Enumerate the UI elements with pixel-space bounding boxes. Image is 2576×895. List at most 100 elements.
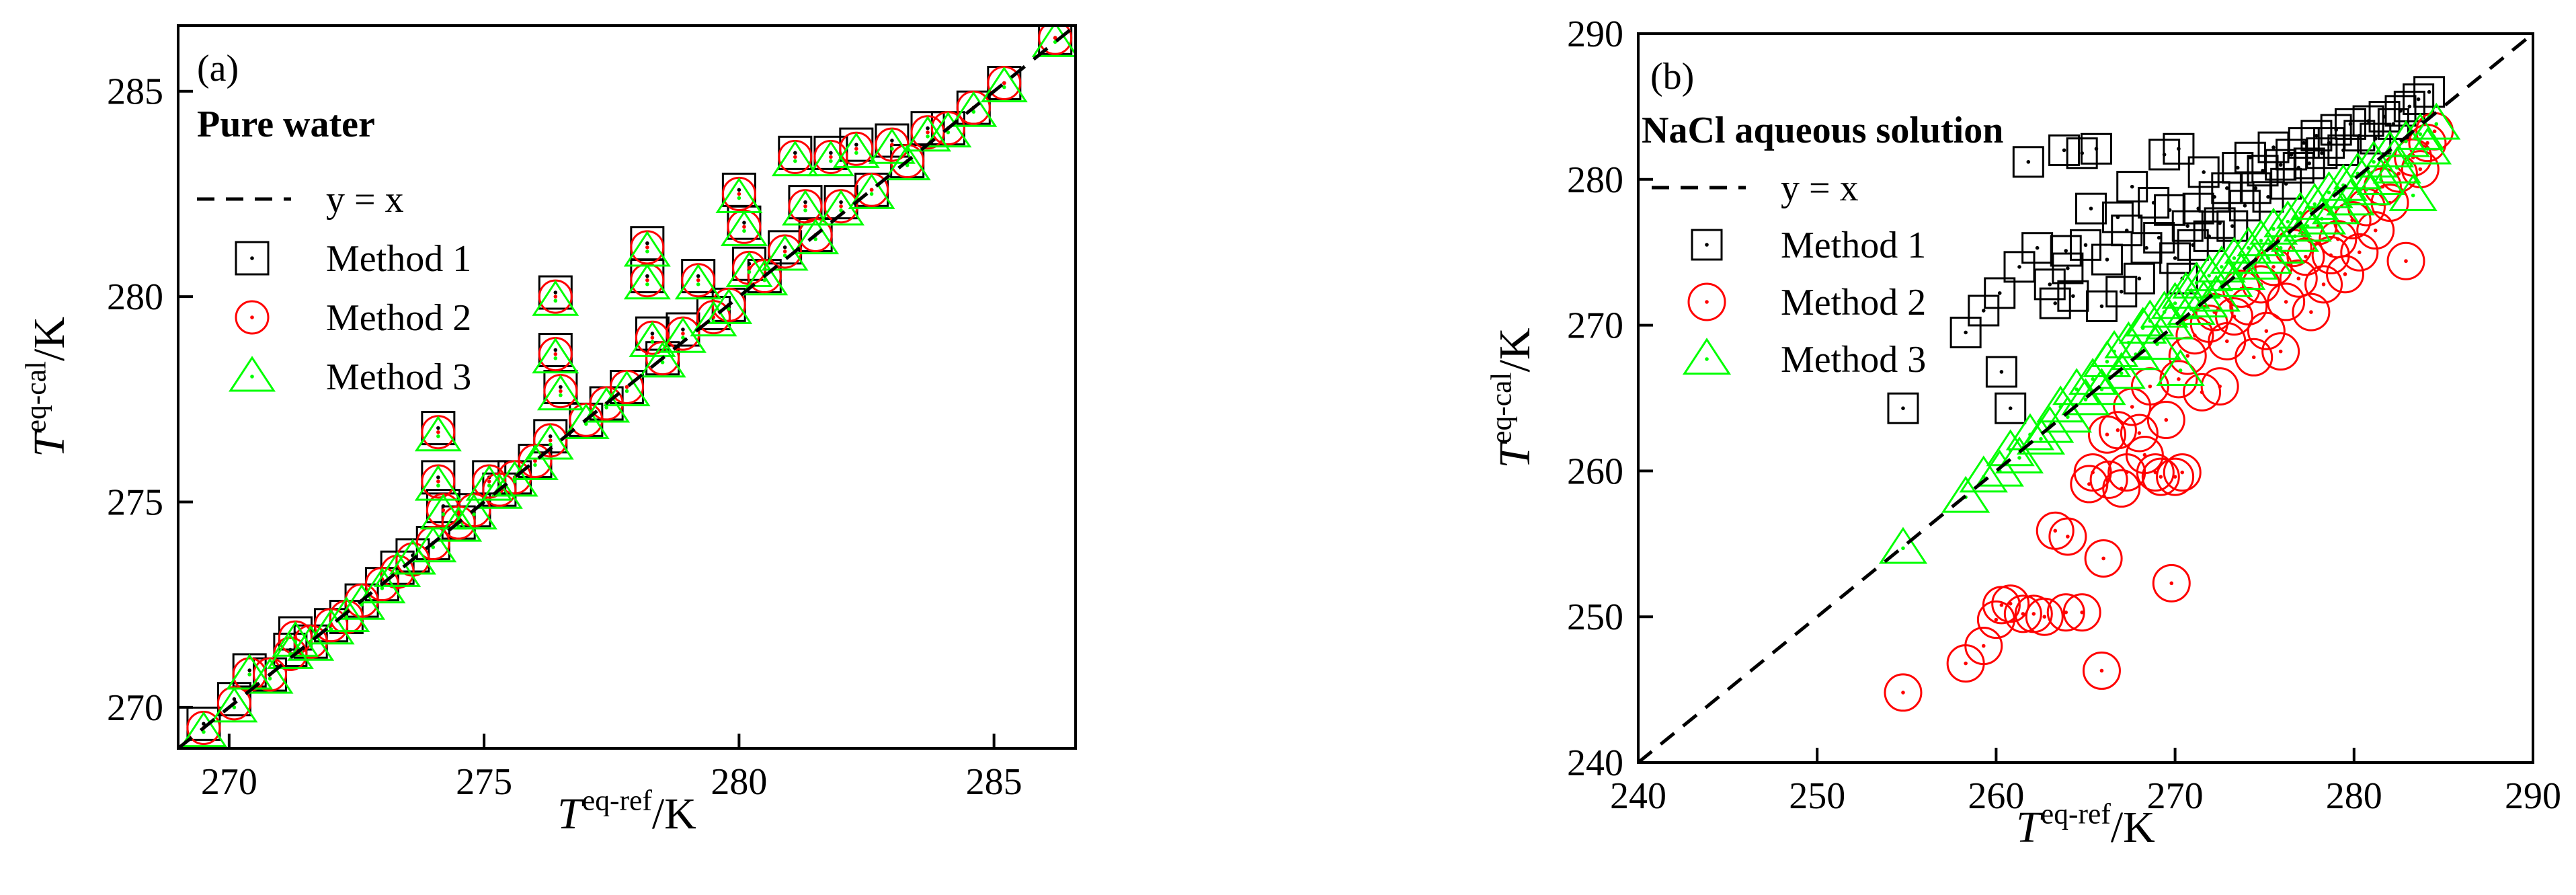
data-point-triangle-32 xyxy=(629,321,676,357)
legend-square-swatch xyxy=(235,241,270,276)
legend-entry: Method 3 xyxy=(229,356,471,398)
reference-line-y-equals-x xyxy=(1638,34,2533,763)
data-point-triangle-44 xyxy=(782,190,829,226)
data-point-triangle-0 xyxy=(179,711,227,748)
data-point-triangle-39 xyxy=(2237,219,2286,257)
data-point-square-27 xyxy=(2138,186,2170,219)
data-point-circle-23 xyxy=(2120,414,2159,453)
x-axis-label: Teq-ref/K xyxy=(2016,797,2155,852)
data-point-triangle-25 xyxy=(2150,282,2200,319)
x-tick-label: 280 xyxy=(711,761,767,803)
data-point-square-30 xyxy=(2154,194,2186,226)
data-point-circle-0 xyxy=(1884,673,1923,712)
x-tick-label: 270 xyxy=(201,761,257,803)
data-point-circle-28 xyxy=(2146,401,2185,440)
x-tick-label: 240 xyxy=(1610,775,1666,817)
data-point-square-5 xyxy=(1995,392,2027,424)
y-axis-label: Teq-cal/K xyxy=(1485,327,1539,468)
data-point-triangle-15 xyxy=(414,465,462,501)
data-point-circle-11 xyxy=(2048,517,2087,556)
data-point-square-48 xyxy=(2252,181,2284,213)
data-point-triangle-45 xyxy=(2276,191,2325,229)
data-point-circle-56 xyxy=(1038,26,1073,55)
data-point-circle-47 xyxy=(2261,332,2300,371)
data-point-triangle-40 xyxy=(2243,237,2293,274)
data-point-square-23 xyxy=(2111,215,2143,247)
data-point-square-18 xyxy=(2080,132,2112,165)
data-point-triangle-24 xyxy=(532,280,579,316)
data-point-square-8 xyxy=(2021,232,2054,264)
data-point-triangle-37 xyxy=(705,288,753,324)
data-point-triangle-54 xyxy=(950,91,998,127)
data-point-triangle-53 xyxy=(924,112,972,148)
chart-title: NaCl aqueous solution xyxy=(1642,110,2003,151)
data-point-circle-19 xyxy=(2098,411,2137,450)
legend-label: Method 2 xyxy=(1781,282,1926,323)
data-point-square-13 xyxy=(2052,252,2084,284)
data-point-circle-10 xyxy=(2046,593,2085,632)
data-point-circle-15 xyxy=(2082,651,2121,690)
y-tick-label: 290 xyxy=(1567,13,1623,55)
data-point-circle-54 xyxy=(2304,265,2343,304)
data-point-circle-4 xyxy=(1982,586,2021,625)
data-point-triangle-1 xyxy=(210,687,258,723)
data-point-triangle-42 xyxy=(2256,226,2305,264)
data-point-square-54 xyxy=(2288,127,2320,159)
data-point-circle-30 xyxy=(2156,457,2195,496)
data-point-triangle-14 xyxy=(414,416,462,452)
data-point-square-69 xyxy=(2403,83,2435,116)
y-tick-label: 275 xyxy=(107,482,163,524)
data-point-triangle-43 xyxy=(771,140,819,177)
data-point-square-2 xyxy=(1968,295,2000,327)
data-point-circle-12 xyxy=(2062,593,2101,632)
data-point-triangle-56 xyxy=(2356,158,2405,196)
legend-label: y = x xyxy=(326,179,404,221)
data-point-circle-33 xyxy=(2168,336,2207,375)
data-point-circle-16 xyxy=(2084,539,2123,578)
legend-label: Method 2 xyxy=(326,297,471,339)
x-tick-label: 275 xyxy=(456,761,512,803)
data-point-square-12 xyxy=(2050,235,2082,267)
data-point-triangle-54 xyxy=(2342,168,2391,206)
data-point-triangle-48 xyxy=(832,132,880,168)
data-point-triangle-17 xyxy=(2097,352,2146,389)
y-tick-label: 270 xyxy=(1567,305,1623,347)
data-point-triangle-22 xyxy=(511,444,559,481)
legend-label: Method 1 xyxy=(326,238,471,280)
data-point-circle-45 xyxy=(2247,311,2286,350)
data-point-square-0 xyxy=(1887,392,1919,424)
reference-line-y-equals-x xyxy=(178,26,1076,748)
data-point-circle-48 xyxy=(2267,282,2306,321)
panel-a-plot-area xyxy=(178,26,1076,748)
legend-label: Method 1 xyxy=(1781,225,1926,266)
data-point-square-31 xyxy=(2159,242,2191,274)
legend-entry: y = x xyxy=(1652,167,1859,209)
panel-b-plot-area xyxy=(1638,34,2533,763)
y-tick-label: 240 xyxy=(1567,742,1623,784)
panel-label: (a) xyxy=(197,48,239,89)
legend-entry: y = x xyxy=(197,179,404,221)
y-tick-label: 270 xyxy=(107,687,163,729)
data-point-triangle-61 xyxy=(2396,112,2445,150)
data-point-circle-31 xyxy=(2159,360,2198,399)
legend-entry: Method 2 xyxy=(1687,282,1926,323)
data-point-square-40 xyxy=(2204,207,2236,239)
chart-title: Pure water xyxy=(197,104,375,145)
data-point-square-14 xyxy=(2057,280,2089,312)
legend-label: Method 3 xyxy=(326,356,471,398)
data-point-circle-5 xyxy=(1991,584,2030,623)
legend-circle-swatch xyxy=(235,300,270,335)
legend-label: Method 3 xyxy=(1781,339,1926,381)
data-point-square-11 xyxy=(2048,134,2081,166)
series-method-3 xyxy=(1878,102,2461,564)
x-tick-label: 285 xyxy=(966,761,1022,803)
data-point-triangle-45 xyxy=(792,218,840,255)
y-tick-label: 280 xyxy=(1567,159,1623,201)
data-point-square-67 xyxy=(2384,95,2417,127)
data-point-circle-43 xyxy=(2235,338,2273,377)
data-point-triangle-51 xyxy=(883,144,931,181)
data-point-triangle-29 xyxy=(603,370,651,407)
legend-circle-swatch xyxy=(1687,282,1726,321)
data-point-triangle-39 xyxy=(720,210,768,246)
